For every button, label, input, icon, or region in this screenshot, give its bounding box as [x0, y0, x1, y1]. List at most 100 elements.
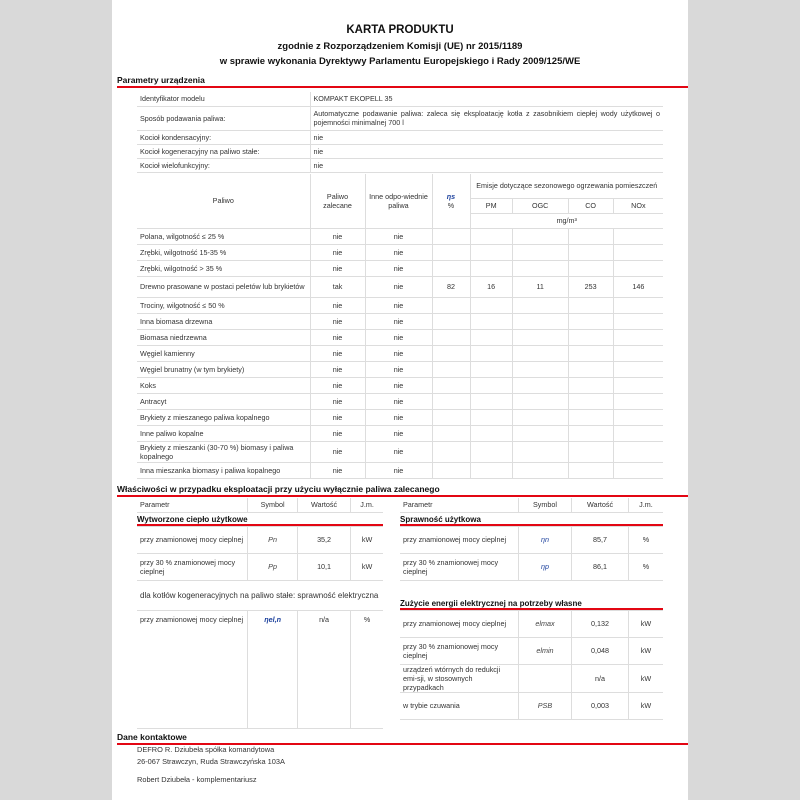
- params-row: Kocioł kogeneracyjny na paliwo stałe: nie: [137, 144, 663, 159]
- fuel-other: nie: [365, 329, 433, 346]
- fuel-nox: [613, 377, 663, 394]
- fuel-other: nie: [365, 462, 433, 479]
- fuel-rec: nie: [310, 441, 366, 463]
- prop-label: przy znamionowej mocy cieplnej: [400, 610, 519, 638]
- prop-row: przy znamionowej mocy cieplnej Pn 35,2 kW: [137, 526, 383, 554]
- fuel-eta: [432, 297, 471, 314]
- fuel-eta: [432, 313, 471, 330]
- fuel-rec: nie: [310, 329, 366, 346]
- eff-heading-title: Sprawność użytkowa: [400, 515, 663, 526]
- param-value: Automatyczne podawanie paliwa: zaleca si…: [310, 106, 663, 131]
- elec-heading-title: Zużycie energii elektrycznej na potrzeby…: [400, 599, 663, 610]
- fuel-row: Zrębki, wilgotność 15-35 % nie nie: [137, 244, 663, 261]
- param-value: nie: [310, 144, 663, 159]
- fuel-ogc: [512, 441, 569, 463]
- params-row: Kocioł kondensacyjny: nie: [137, 130, 663, 145]
- prop-row: przy znamionowej mocy cieplnej ηel,n n/a%: [137, 610, 383, 729]
- prop-unit: %: [350, 610, 383, 729]
- header-other: Inne odpo-wiednie paliwa: [365, 174, 433, 229]
- fuel-row: Antracyt nie nie: [137, 393, 663, 410]
- fuel-co: [568, 228, 614, 245]
- header-unit: mg/m³: [470, 213, 663, 229]
- prop-unit: %: [628, 553, 663, 581]
- prop-unit: kW: [628, 610, 663, 638]
- fuel-co: [568, 393, 614, 410]
- fuel-other: nie: [365, 276, 433, 298]
- fuel-pm: [470, 361, 513, 378]
- col-unit: J.m.: [350, 498, 383, 513]
- prop-row: przy 30 % znamionowej mocy cieplnej ηp 86,…: [400, 553, 663, 581]
- param-label: Sposób podawania paliwa:: [137, 106, 311, 131]
- contact-company: DEFRO R. Dziubeła spółka komandytowa: [137, 745, 275, 754]
- fuel-co: [568, 361, 614, 378]
- fuel-name: Koks: [137, 377, 311, 394]
- fuel-row: Inna biomasa drzewna nie nie: [137, 313, 663, 330]
- col-symbol: Symbol: [518, 498, 573, 513]
- fuel-name: Brykiety z mieszanki (30-70 %) biomasy i…: [137, 441, 311, 463]
- prop-unit: kW: [628, 664, 663, 693]
- prop-value: 35,2: [297, 526, 352, 554]
- fuel-rec: nie: [310, 361, 366, 378]
- heat-heading-cell: Wytworzone ciepło użytkowe: [137, 512, 383, 527]
- col-value: Wartość: [571, 498, 629, 513]
- fuel-eta: [432, 409, 471, 426]
- fuel-co: [568, 441, 614, 463]
- prop-unit: kW: [350, 526, 383, 554]
- fuel-eta: [432, 441, 471, 463]
- prop-unit: kW: [628, 637, 663, 665]
- param-label: Kocioł kondensacyjny:: [137, 130, 311, 145]
- fuel-nox: [613, 313, 663, 330]
- fuel-name: Biomasa niedrzewna: [137, 329, 311, 346]
- fuel-pm: [470, 425, 513, 442]
- fuel-eta: [432, 393, 471, 410]
- doc-subtitle-1: zgodnie z Rozporządzeniem Komisji (UE) n…: [277, 41, 523, 52]
- fuel-pm: [470, 462, 513, 479]
- prop-symbol: PSB: [518, 692, 573, 720]
- fuel-co: 253: [568, 276, 614, 298]
- fuel-name: Zrębki, wilgotność 15-35 %: [137, 244, 311, 261]
- prop-symbol: Pp: [247, 553, 298, 581]
- fuel-ogc: 11: [512, 276, 569, 298]
- fuel-pm: [470, 228, 513, 245]
- fuel-pm: [470, 297, 513, 314]
- fuel-name: Polana, wilgotność ≤ 25 %: [137, 228, 311, 245]
- fuel-name: Inna mieszanka biomasy i paliwa kopalneg…: [137, 462, 311, 479]
- fuel-other: nie: [365, 425, 433, 442]
- prop-symbol: elmin: [518, 637, 573, 665]
- fuel-eta: [432, 345, 471, 362]
- fuel-nox: 146: [613, 276, 663, 298]
- fuel-pm: [470, 345, 513, 362]
- fuel-co: [568, 244, 614, 261]
- fuel-pm: [470, 441, 513, 463]
- heat-heading-title: Wytworzone ciepło użytkowe: [137, 515, 383, 526]
- fuel-nox: [613, 462, 663, 479]
- fuel-header-row: mg/m³: [137, 213, 663, 229]
- header-emissions: Emisje dotyczące sezonowego ogrzewania p…: [470, 174, 663, 199]
- prop-unit: kW: [350, 553, 383, 581]
- fuel-other: nie: [365, 409, 433, 426]
- cogen-heading: dla kotłów kogeneracyjnych na paliwo sta…: [137, 580, 383, 611]
- fuel-ogc: [512, 377, 569, 394]
- fuel-row: Węgiel brunatny (w tym brykiety) nie nie: [137, 361, 663, 378]
- fuel-other: nie: [365, 297, 433, 314]
- eff-heading-cell: Sprawność użytkowa: [400, 512, 663, 527]
- prop-label: przy znamionowej mocy cieplnej: [400, 526, 519, 554]
- fuel-other: nie: [365, 260, 433, 277]
- fuel-nox: [613, 228, 663, 245]
- fuel-eta: [432, 329, 471, 346]
- header-pm: PM: [470, 198, 513, 214]
- fuel-ogc: [512, 393, 569, 410]
- fuel-header-row: Paliwo Paliwo zalecane Inne odpo-wiednie p…: [137, 174, 663, 229]
- props-cols-row: Parametr Symbol Wartość J.m.: [137, 498, 383, 513]
- fuel-nox: [613, 329, 663, 346]
- fuel-co: [568, 260, 614, 277]
- param-value: nie: [310, 130, 663, 145]
- prop-label: w trybie czuwania: [400, 692, 519, 720]
- fuel-nox: [613, 393, 663, 410]
- fuel-ogc: [512, 345, 569, 362]
- fuel-eta: [432, 377, 471, 394]
- heat-heading: Wytworzone ciepło użytkowe: [137, 512, 383, 527]
- contact-address: 26-067 Strawczyn, Ruda Strawczyńska 103A: [137, 757, 285, 766]
- prop-row: urządzeń wtórnych do redukcji emi-sji, w…: [400, 664, 663, 693]
- params-table: Identyfikator modelu KOMPAKT EKOPELL 35 Sp…: [137, 92, 663, 173]
